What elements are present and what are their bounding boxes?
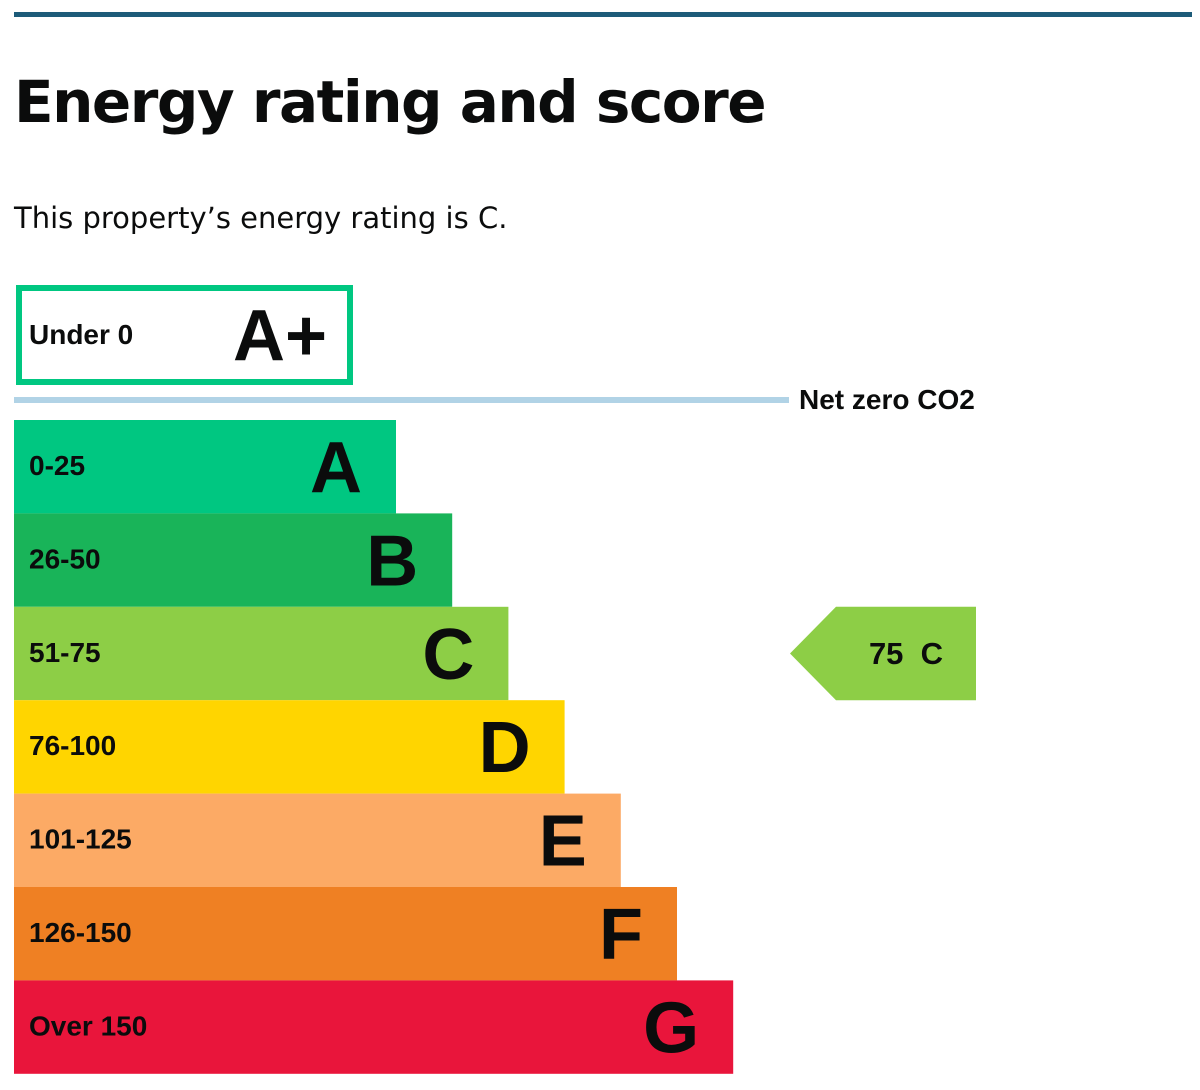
band-a-range: 0-25: [29, 450, 85, 481]
band-f: [14, 887, 677, 981]
band-d-letter: D: [479, 708, 531, 788]
net-zero-label: Net zero CO2: [799, 384, 975, 415]
band-a: [14, 420, 396, 514]
band-aplus-letter: A+: [233, 296, 327, 376]
band-e-range: 101-125: [29, 824, 132, 855]
band-g-letter: G: [643, 988, 699, 1068]
band-aplus-box: [16, 285, 353, 385]
band-g: [14, 980, 734, 1074]
band-c: [14, 606, 509, 701]
band-aplus-range: Under 0: [29, 319, 133, 350]
net-zero-line: [14, 397, 789, 403]
rating-summary: This property’s energy rating is C.: [14, 201, 508, 235]
current-rating-arrow: [790, 606, 976, 701]
band-a-letter: A: [310, 428, 362, 508]
page-title: Energy rating and score: [14, 68, 767, 136]
top-rule: [14, 12, 1192, 17]
band-e: [14, 793, 621, 887]
band-g-range: Over 150: [29, 1010, 147, 1041]
current-rating-label: 75 C: [869, 636, 943, 671]
band-b-range: 26-50: [29, 543, 101, 574]
band-d: [14, 700, 565, 794]
band-f-range: 126-150: [29, 917, 132, 948]
band-c-letter: C: [422, 615, 474, 695]
band-f-letter: F: [599, 895, 643, 975]
band-b: [14, 513, 453, 607]
band-e-letter: E: [539, 802, 587, 882]
band-b-letter: B: [366, 521, 418, 601]
band-c-range: 51-75: [29, 637, 101, 668]
band-d-range: 76-100: [29, 730, 116, 761]
